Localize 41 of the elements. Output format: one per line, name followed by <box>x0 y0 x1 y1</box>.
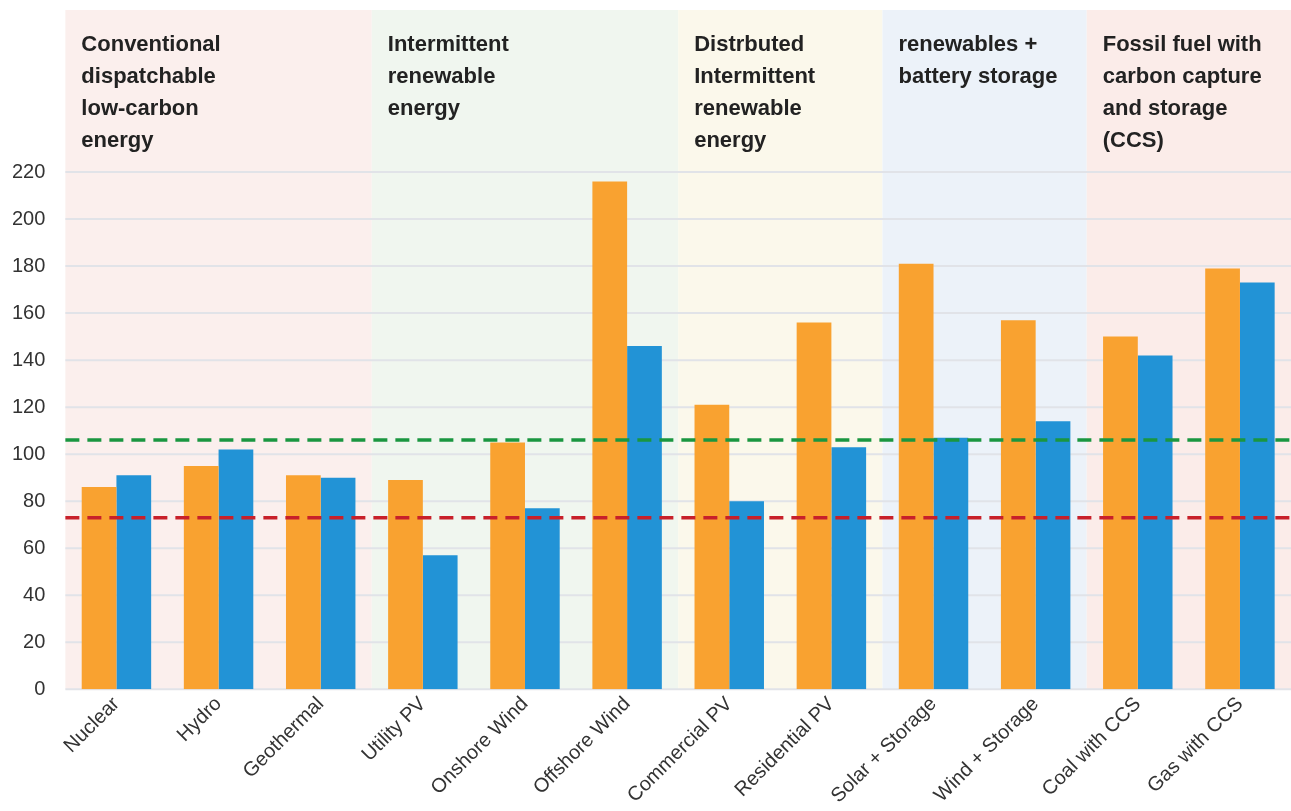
bar <box>490 442 525 690</box>
band-label: Conventional dispatchable low-carbon energy <box>81 31 221 153</box>
bar <box>796 322 832 690</box>
y-tick-label: 40 <box>23 582 46 605</box>
bar <box>831 447 867 690</box>
bar <box>320 477 356 690</box>
band-label: Distrbuted Intermittent renewable energy <box>694 31 816 153</box>
bar <box>1000 320 1036 690</box>
bar <box>116 475 152 690</box>
bar <box>592 181 628 690</box>
y-tick-label: 100 <box>11 441 46 464</box>
bar <box>1103 336 1138 690</box>
bar <box>388 480 423 690</box>
bar <box>729 501 764 690</box>
bar <box>898 263 934 690</box>
y-tick-label: 220 <box>11 159 46 182</box>
bar <box>183 465 219 690</box>
bar <box>1137 355 1173 690</box>
y-tick-label: 120 <box>11 394 46 417</box>
y-tick-label: 140 <box>11 347 46 370</box>
bar <box>285 475 321 690</box>
bar <box>81 487 117 690</box>
y-tick-label: 160 <box>11 300 46 323</box>
bar <box>218 449 254 690</box>
band-label: renewables + battery storage <box>898 31 1058 89</box>
y-tick-label: 80 <box>23 488 46 511</box>
bar <box>933 437 969 690</box>
bar <box>1035 421 1071 690</box>
bar <box>1205 268 1240 690</box>
y-tick-label: 180 <box>11 253 46 276</box>
band-label: Fossil fuel with carbon capture and storage (CCS) <box>1102 31 1262 153</box>
bar <box>1239 282 1275 690</box>
y-tick-label: 200 <box>11 206 46 229</box>
y-tick-label: 0 <box>34 676 46 699</box>
bar <box>422 555 458 690</box>
y-tick-label: 60 <box>23 535 46 558</box>
y-tick-label: 20 <box>23 629 46 652</box>
band-label: Intermittent renewable energy <box>387 31 510 121</box>
bar <box>524 508 560 690</box>
bar <box>627 346 662 690</box>
bar <box>694 404 730 690</box>
